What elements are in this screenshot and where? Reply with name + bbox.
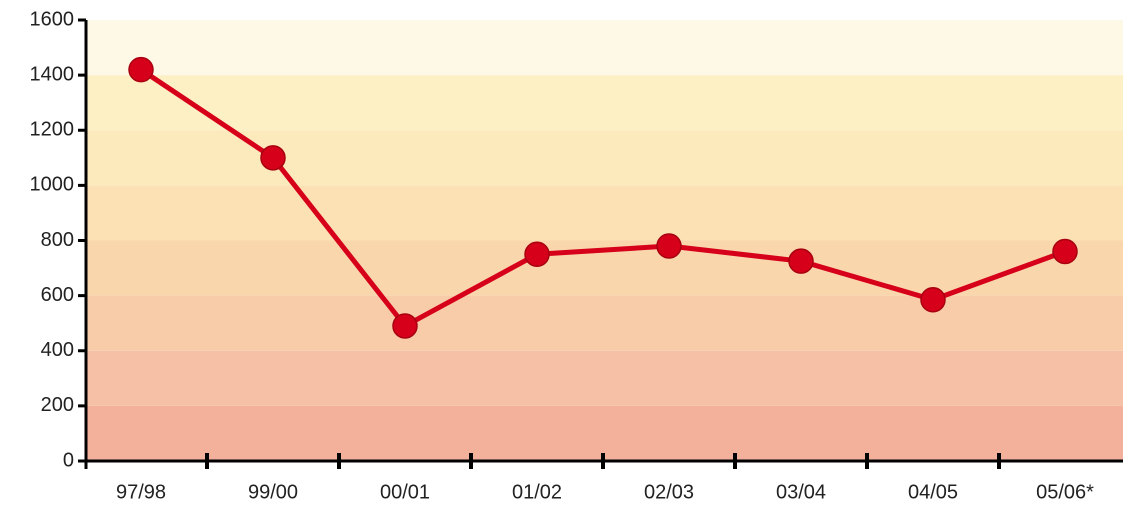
y-tick-label: 1000 xyxy=(30,174,75,196)
marker xyxy=(656,233,682,259)
y-tick-label: 600 xyxy=(41,284,74,306)
marker xyxy=(260,145,286,171)
y-tick-label: 800 xyxy=(41,229,74,251)
background-band xyxy=(86,405,1123,461)
marker xyxy=(128,56,154,83)
x-tick-label: 04/05 xyxy=(908,481,958,503)
y-tick-label: 200 xyxy=(41,394,74,416)
marker xyxy=(392,313,418,339)
background-band xyxy=(86,20,1123,76)
marker xyxy=(1052,238,1078,265)
y-tick-label: 1200 xyxy=(30,119,75,141)
background-band xyxy=(86,75,1123,131)
x-tick-label: 01/02 xyxy=(512,481,562,503)
x-tick-label: 99/00 xyxy=(248,481,298,503)
y-tick-label: 0 xyxy=(63,449,74,471)
x-tick-label: 05/06* xyxy=(1036,481,1094,503)
marker xyxy=(788,248,814,274)
background-band xyxy=(86,185,1123,241)
x-tick-label: 97/98 xyxy=(116,481,166,503)
x-tick-label: 02/03 xyxy=(644,481,694,503)
x-tick-label: 03/04 xyxy=(776,481,826,503)
marker xyxy=(920,287,946,313)
marker xyxy=(524,241,550,268)
y-tick-label: 1600 xyxy=(30,8,75,30)
background-band xyxy=(86,130,1123,186)
background-band xyxy=(86,295,1123,351)
line xyxy=(139,67,1066,329)
background-band xyxy=(86,350,1123,406)
x-tick-label: 00/01 xyxy=(380,481,430,503)
y-tick-label: 1400 xyxy=(30,63,75,85)
y-tick-label: 400 xyxy=(41,339,74,361)
